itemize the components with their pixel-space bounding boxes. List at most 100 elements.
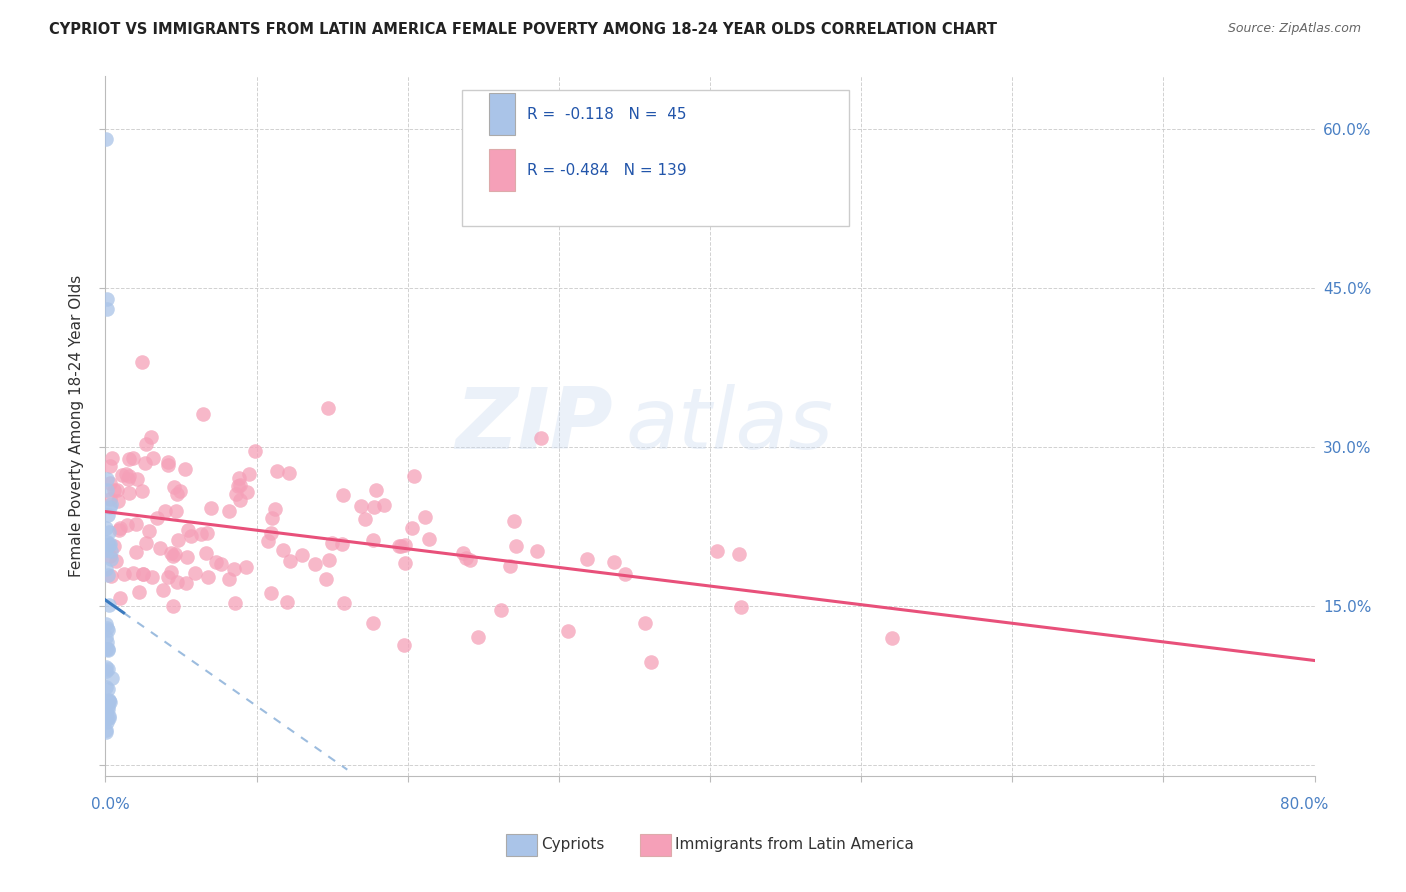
Point: [321, 536, 343, 550]
Point: [451, 546, 474, 560]
Point: [224, 596, 246, 610]
Point: [166, 574, 188, 589]
Text: Immigrants from Latin America: Immigrants from Latin America: [675, 838, 914, 852]
Point: [152, 582, 174, 597]
Point: [108, 523, 131, 537]
Point: [139, 430, 162, 444]
Point: [316, 401, 339, 415]
Text: Source: ZipAtlas.com: Source: ZipAtlas.com: [1227, 22, 1361, 36]
Point: [107, 493, 129, 508]
Point: [162, 599, 184, 614]
Point: [96, 535, 118, 549]
Point: [195, 546, 218, 560]
Point: [205, 555, 228, 569]
Point: [503, 514, 526, 528]
Point: [388, 540, 411, 554]
Point: [174, 462, 197, 476]
Point: [146, 511, 169, 525]
Point: [97, 643, 120, 657]
Point: [394, 638, 416, 652]
Point: [193, 407, 215, 421]
Point: [98, 693, 121, 707]
Point: [98, 537, 121, 551]
Point: [228, 471, 250, 485]
Point: [103, 483, 125, 497]
Point: [96, 635, 118, 649]
Point: [98, 492, 121, 507]
Point: [94, 665, 117, 679]
Point: [98, 475, 121, 490]
Point: [350, 499, 373, 513]
Point: [315, 572, 337, 586]
Point: [96, 630, 118, 644]
Point: [122, 566, 145, 581]
Text: CYPRIOT VS IMMIGRANTS FROM LATIN AMERICA FEMALE POVERTY AMONG 18-24 YEAR OLDS CO: CYPRIOT VS IMMIGRANTS FROM LATIN AMERICA…: [49, 22, 997, 37]
Point: [401, 520, 423, 534]
Text: R = -0.484   N = 139: R = -0.484 N = 139: [527, 163, 688, 178]
Point: [105, 483, 128, 497]
Point: [101, 450, 124, 465]
Point: [880, 632, 903, 646]
Point: [111, 467, 134, 482]
Point: [361, 615, 384, 630]
Point: [224, 562, 246, 576]
Point: [97, 641, 120, 656]
Point: [526, 544, 548, 558]
Point: [190, 527, 212, 541]
Point: [96, 543, 118, 558]
Point: [264, 502, 287, 516]
Point: [101, 671, 124, 685]
Point: [613, 566, 636, 581]
Point: [243, 443, 266, 458]
Point: [97, 508, 120, 522]
Point: [98, 500, 121, 515]
Point: [97, 698, 120, 713]
Point: [98, 549, 121, 564]
Point: [94, 723, 117, 737]
Point: [155, 503, 177, 517]
Point: [200, 501, 222, 516]
Point: [634, 615, 657, 630]
Point: [456, 550, 478, 565]
Point: [157, 570, 180, 584]
Point: [100, 551, 122, 566]
Bar: [489, 149, 516, 192]
Point: [235, 560, 257, 574]
Point: [96, 714, 118, 729]
Point: [373, 499, 395, 513]
Point: [332, 488, 354, 502]
Point: [94, 132, 117, 146]
Point: [125, 544, 148, 558]
Point: [229, 492, 252, 507]
Text: 0.0%: 0.0%: [91, 797, 131, 812]
Point: [138, 524, 160, 538]
Point: [499, 559, 522, 574]
Point: [291, 549, 314, 563]
Point: [96, 483, 118, 497]
Point: [169, 484, 191, 499]
Point: [142, 450, 165, 465]
Point: [96, 521, 118, 535]
Point: [127, 472, 149, 486]
Point: [404, 468, 426, 483]
Point: [121, 451, 143, 466]
Point: [167, 533, 190, 547]
Point: [363, 500, 385, 514]
Point: [115, 467, 138, 482]
FancyBboxPatch shape: [463, 90, 849, 227]
Point: [415, 510, 437, 524]
Y-axis label: Female Poverty Among 18-24 Year Olds: Female Poverty Among 18-24 Year Olds: [69, 275, 84, 577]
Point: [166, 486, 188, 500]
Point: [163, 480, 186, 494]
Point: [115, 517, 138, 532]
Point: [97, 623, 120, 637]
Point: [218, 572, 240, 586]
Point: [94, 659, 117, 673]
Point: [394, 556, 416, 570]
Point: [118, 468, 141, 483]
Point: [112, 566, 135, 581]
Point: [100, 544, 122, 558]
Point: [225, 487, 247, 501]
Point: [557, 624, 579, 639]
Point: [603, 555, 626, 569]
